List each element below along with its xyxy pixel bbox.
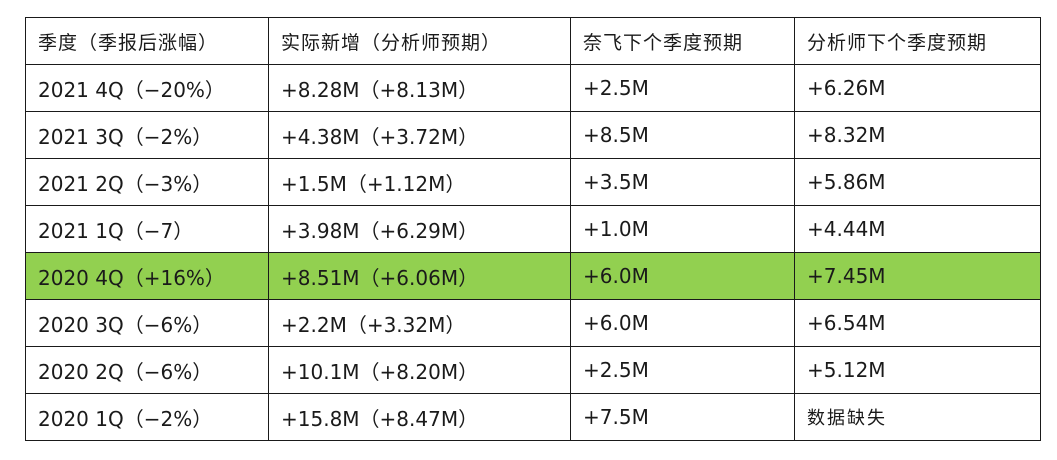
cell-netflix-guidance: +1.0M xyxy=(570,205,795,253)
cell-quarter: 2021 3Q（−2%） xyxy=(25,111,269,159)
cell-netflix-guidance: +2.5M xyxy=(570,346,795,394)
table-row: 2020 3Q（−6%） +2.2M（+3.32M） +6.0M +6.54M xyxy=(25,299,1041,347)
cell-netflix-guidance: +6.0M xyxy=(570,299,795,347)
cell-analyst-forecast: +7.45M xyxy=(794,252,1041,300)
header-quarter: 季度（季报后涨幅） xyxy=(25,17,269,65)
cell-netflix-guidance: +2.5M xyxy=(570,64,795,112)
cell-quarter: 2021 2Q（−3%） xyxy=(25,158,269,206)
cell-netflix-guidance: +3.5M xyxy=(570,158,795,206)
header-netflix-guidance: 奈飞下个季度预期 xyxy=(570,17,795,65)
header-row: 季度（季报后涨幅） 实际新增（分析师预期） 奈飞下个季度预期 分析师下个季度预期 xyxy=(25,17,1041,65)
cell-actual-adds: +8.28M（+8.13M） xyxy=(268,64,571,112)
cell-analyst-forecast: +5.86M xyxy=(794,158,1041,206)
table-row-highlighted: 2020 4Q（+16%） +8.51M（+6.06M） +6.0M +7.45… xyxy=(25,252,1041,300)
table-row: 2020 2Q（−6%） +10.1M（+8.20M） +2.5M +5.12M xyxy=(25,346,1041,394)
cell-actual-adds: +15.8M（+8.47M） xyxy=(268,393,571,441)
cell-analyst-forecast: +6.54M xyxy=(794,299,1041,347)
table-row: 2021 2Q（−3%） +1.5M（+1.12M） +3.5M +5.86M xyxy=(25,158,1041,206)
table-row: 2021 4Q（−20%） +8.28M（+8.13M） +2.5M +6.26… xyxy=(25,64,1041,112)
cell-quarter: 2020 4Q（+16%） xyxy=(25,252,269,300)
cell-quarter: 2021 4Q（−20%） xyxy=(25,64,269,112)
header-analyst-forecast: 分析师下个季度预期 xyxy=(794,17,1041,65)
cell-analyst-forecast: +4.44M xyxy=(794,205,1041,253)
cell-netflix-guidance: +7.5M xyxy=(570,393,795,441)
table-row: 2021 1Q（−7） +3.98M（+6.29M） +1.0M +4.44M xyxy=(25,205,1041,253)
cell-actual-adds: +8.51M（+6.06M） xyxy=(268,252,571,300)
header-actual-adds: 实际新增（分析师预期） xyxy=(268,17,571,65)
table-row: 2021 3Q（−2%） +4.38M（+3.72M） +8.5M +8.32M xyxy=(25,111,1041,159)
cell-quarter: 2020 2Q（−6%） xyxy=(25,346,269,394)
cell-quarter: 2021 1Q（−7） xyxy=(25,205,269,253)
cell-analyst-forecast: +6.26M xyxy=(794,64,1041,112)
cell-analyst-forecast-missing: 数据缺失 xyxy=(794,393,1041,441)
cell-netflix-guidance: +6.0M xyxy=(570,252,795,300)
table-row: 2020 1Q（−2%） +15.8M（+8.47M） +7.5M 数据缺失 xyxy=(25,393,1041,441)
netflix-subscriber-table: 季度（季报后涨幅） 实际新增（分析师预期） 奈飞下个季度预期 分析师下个季度预期… xyxy=(25,17,1041,441)
cell-analyst-forecast: +5.12M xyxy=(794,346,1041,394)
data-table-container: 季度（季报后涨幅） 实际新增（分析师预期） 奈飞下个季度预期 分析师下个季度预期… xyxy=(25,17,1041,441)
cell-actual-adds: +4.38M（+3.72M） xyxy=(268,111,571,159)
cell-netflix-guidance: +8.5M xyxy=(570,111,795,159)
cell-analyst-forecast: +8.32M xyxy=(794,111,1041,159)
cell-actual-adds: +10.1M（+8.20M） xyxy=(268,346,571,394)
cell-quarter: 2020 3Q（−6%） xyxy=(25,299,269,347)
cell-quarter: 2020 1Q（−2%） xyxy=(25,393,269,441)
cell-actual-adds: +1.5M（+1.12M） xyxy=(268,158,571,206)
cell-actual-adds: +3.98M（+6.29M） xyxy=(268,205,571,253)
cell-actual-adds: +2.2M（+3.32M） xyxy=(268,299,571,347)
